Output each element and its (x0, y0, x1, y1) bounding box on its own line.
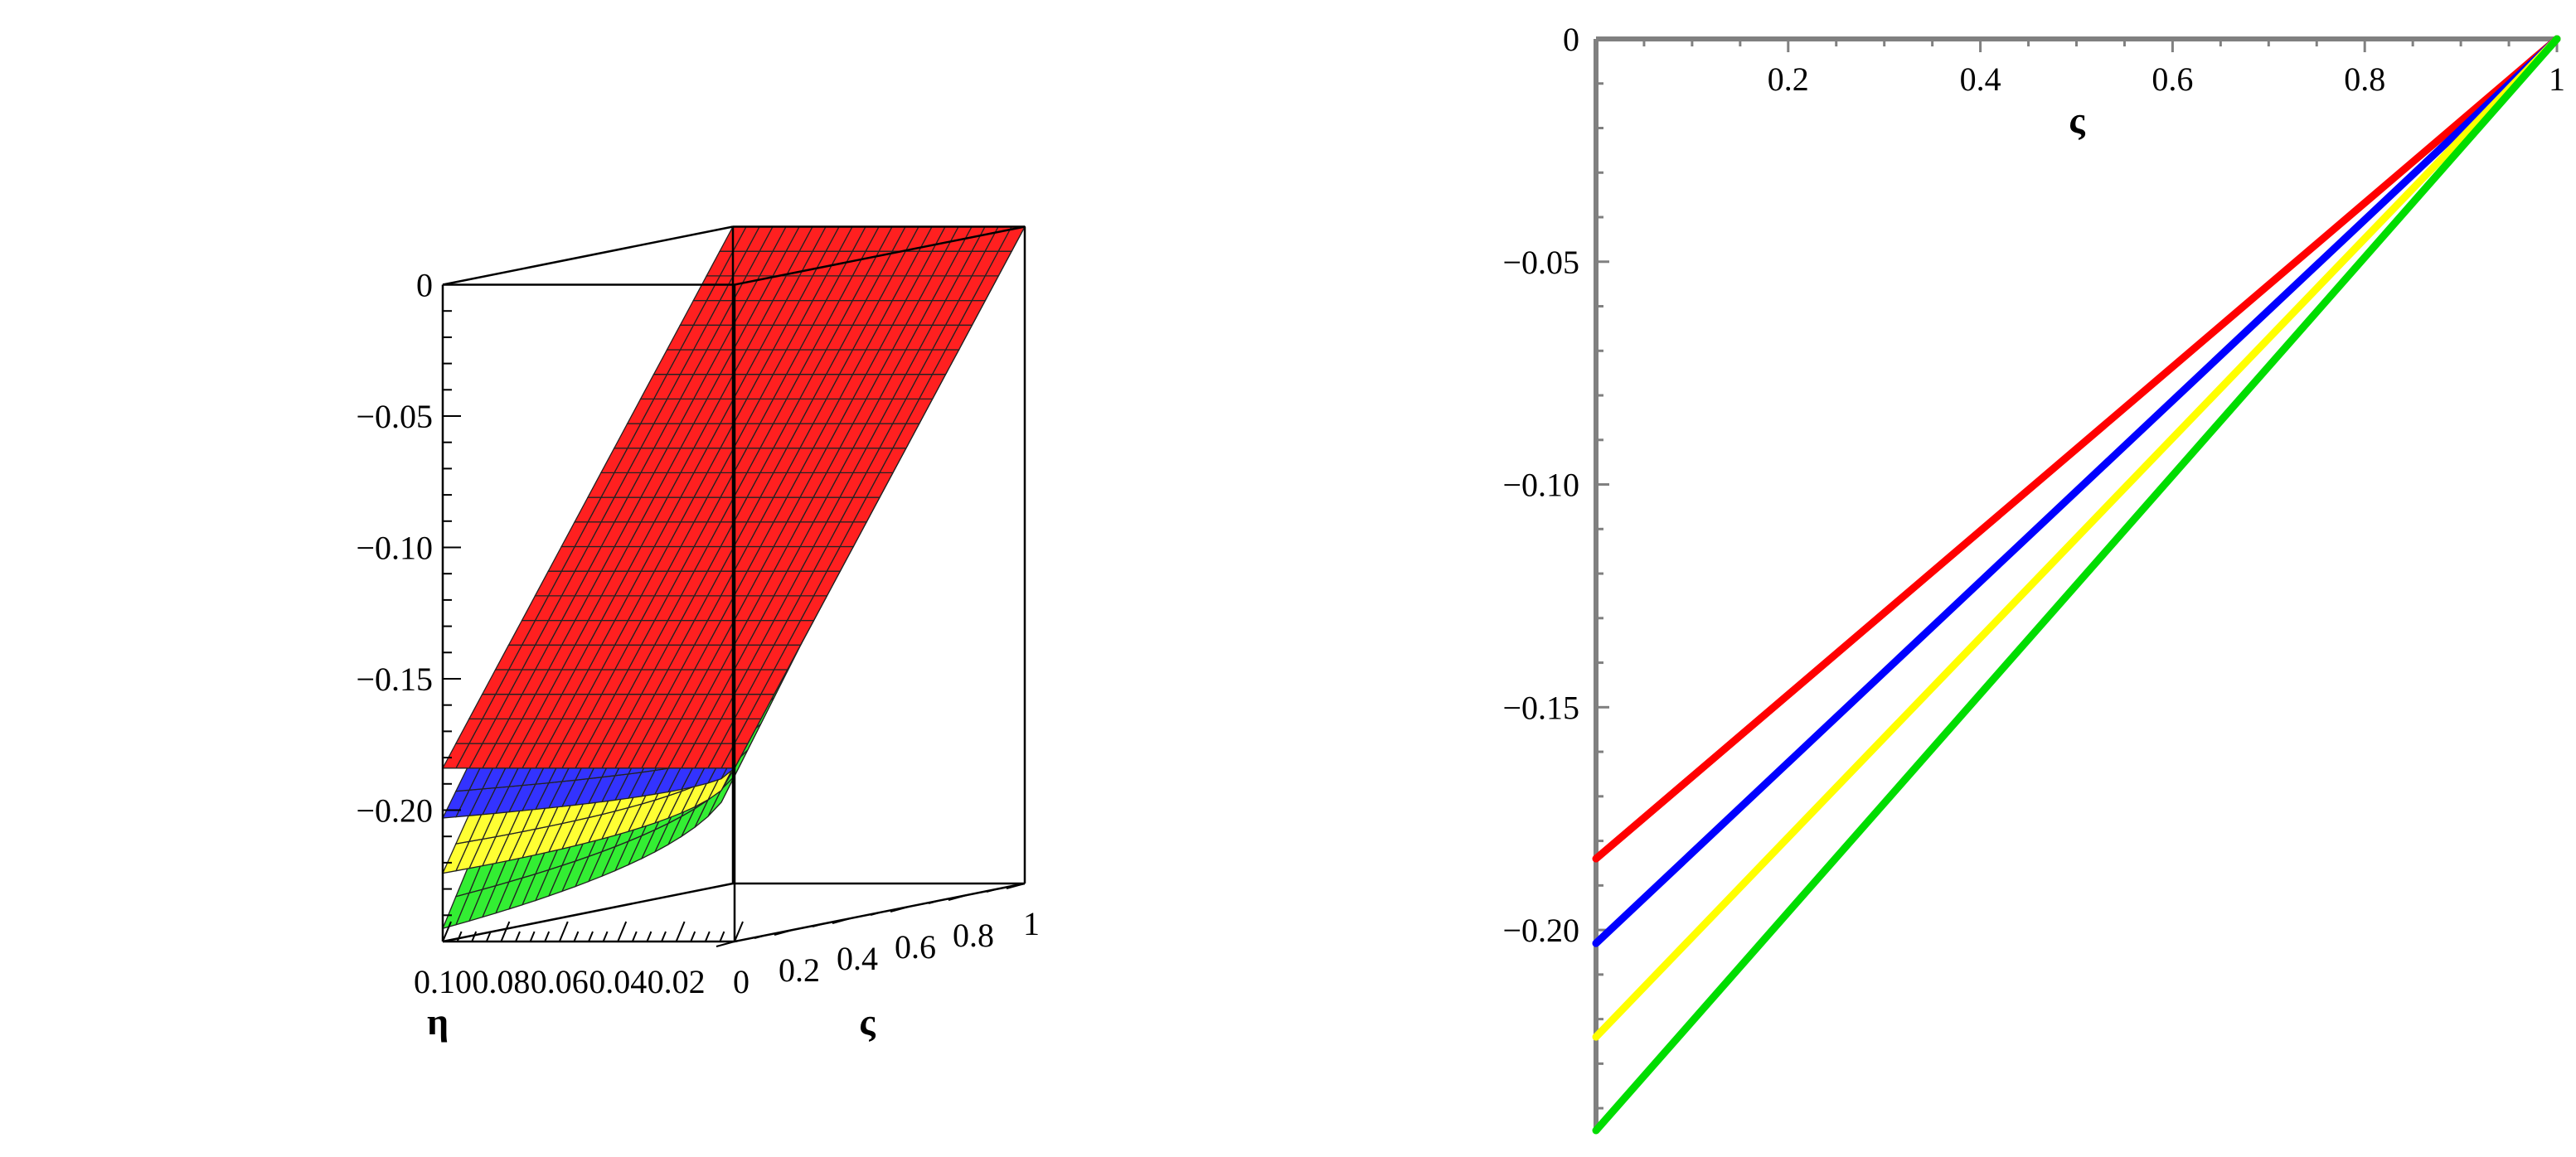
series-line-2 (1592, 35, 2561, 1041)
x-tick-label: 0.6 (2152, 61, 2193, 98)
series-line-3 (1592, 35, 2561, 1135)
xi-tick (716, 941, 735, 947)
xi-tick (986, 888, 997, 893)
z-tick-label: −0.15 (356, 661, 433, 698)
xi-tick (870, 912, 880, 916)
y-tick-label: −0.05 (1502, 244, 1579, 281)
y-tick-label: 0 (1563, 21, 1579, 58)
eta-tick (675, 921, 686, 942)
eta-tick (529, 931, 536, 942)
surface-3 (441, 225, 1026, 769)
eta-tick (602, 931, 609, 942)
xi-tick-label: 0.8 (953, 917, 994, 954)
xi-tick (812, 923, 822, 927)
series-line-0 (1592, 35, 2561, 863)
eta-tick (617, 921, 628, 942)
surface-layer (441, 225, 1026, 930)
eta-tick-label: 0.04 (589, 963, 647, 1000)
eta-tick-label: 0.06 (531, 963, 589, 1000)
eta-tick (485, 931, 492, 942)
xi-tick (890, 906, 910, 913)
z-tick-label: −0.10 (356, 530, 433, 567)
xi-tick-label: 0.6 (895, 928, 936, 966)
xi-tick (948, 894, 968, 901)
eta-tick (471, 931, 478, 942)
line-chart: 0.2 0.4 0.6 0.8 1 0 −0.05 −0.10 −0.15 −0.20 ς (1502, 21, 2565, 1135)
box-edge (442, 225, 734, 286)
eta-tick (661, 931, 667, 942)
y-tick-label: −0.15 (1502, 689, 1579, 726)
x-axis-label: ς (2069, 99, 2085, 141)
axes (1594, 36, 2559, 1130)
eta-tick-label: 0.10 (414, 963, 472, 1000)
eta-axis-label: η (427, 1000, 449, 1043)
xi-tick (832, 917, 851, 924)
x-tick-label: 1 (2549, 61, 2565, 98)
eta-tick (631, 931, 638, 942)
axis-ticks (442, 283, 1026, 947)
xi-tick-label: 0 (733, 963, 750, 1000)
eta-tick (442, 921, 452, 942)
x-tick-label: 0.2 (1768, 61, 1809, 98)
eta-tick (588, 931, 594, 942)
xi-tick (928, 900, 939, 904)
xi-tick-label: 1 (1023, 905, 1040, 942)
z-tick-label: −0.20 (356, 792, 433, 830)
xi-tick (774, 929, 793, 936)
xi-tick (754, 935, 764, 939)
y-tick-label: −0.10 (1502, 467, 1579, 504)
xi-tick-label: 0.4 (837, 940, 878, 977)
eta-tick-label: 0.02 (648, 963, 706, 1000)
eta-tick (734, 921, 744, 942)
eta-tick (558, 921, 569, 942)
eta-tick-label: 0.08 (472, 963, 530, 1000)
x-tick-label: 0.8 (2344, 61, 2385, 98)
tick-labels: 0 −0.05 −0.10 −0.15 −0.20 0.10 0.08 0.06 0.04 0.0… (356, 267, 1040, 1001)
xi-axis-label: ς (859, 1000, 876, 1043)
y-tick-label: −0.20 (1502, 912, 1579, 949)
series-lines (1592, 35, 2561, 1135)
eta-tick (719, 931, 725, 942)
series-line-1 (1592, 35, 2561, 947)
xi-tick (1006, 883, 1026, 889)
eta-tick (456, 931, 463, 942)
box-edge (734, 225, 1026, 286)
eta-tick (573, 931, 580, 942)
surface-plot: 0 −0.05 −0.10 −0.15 −0.20 0.10 0.08 0.06 0.04 0.0… (356, 225, 1040, 1043)
eta-tick (544, 931, 551, 942)
tick-labels: 0.2 0.4 0.6 0.8 1 0 −0.05 −0.10 −0.15 −0.20 (1502, 21, 2565, 949)
z-tick-label: 0 (416, 267, 433, 304)
x-tick-label: 0.4 (1960, 61, 2001, 98)
eta-tick (704, 931, 711, 942)
eta-tick (690, 931, 696, 942)
eta-tick (515, 931, 521, 942)
xi-tick-label: 0.2 (779, 951, 820, 989)
eta-tick (646, 931, 652, 942)
eta-tick (500, 921, 511, 942)
z-tick-label: −0.05 (356, 398, 433, 435)
